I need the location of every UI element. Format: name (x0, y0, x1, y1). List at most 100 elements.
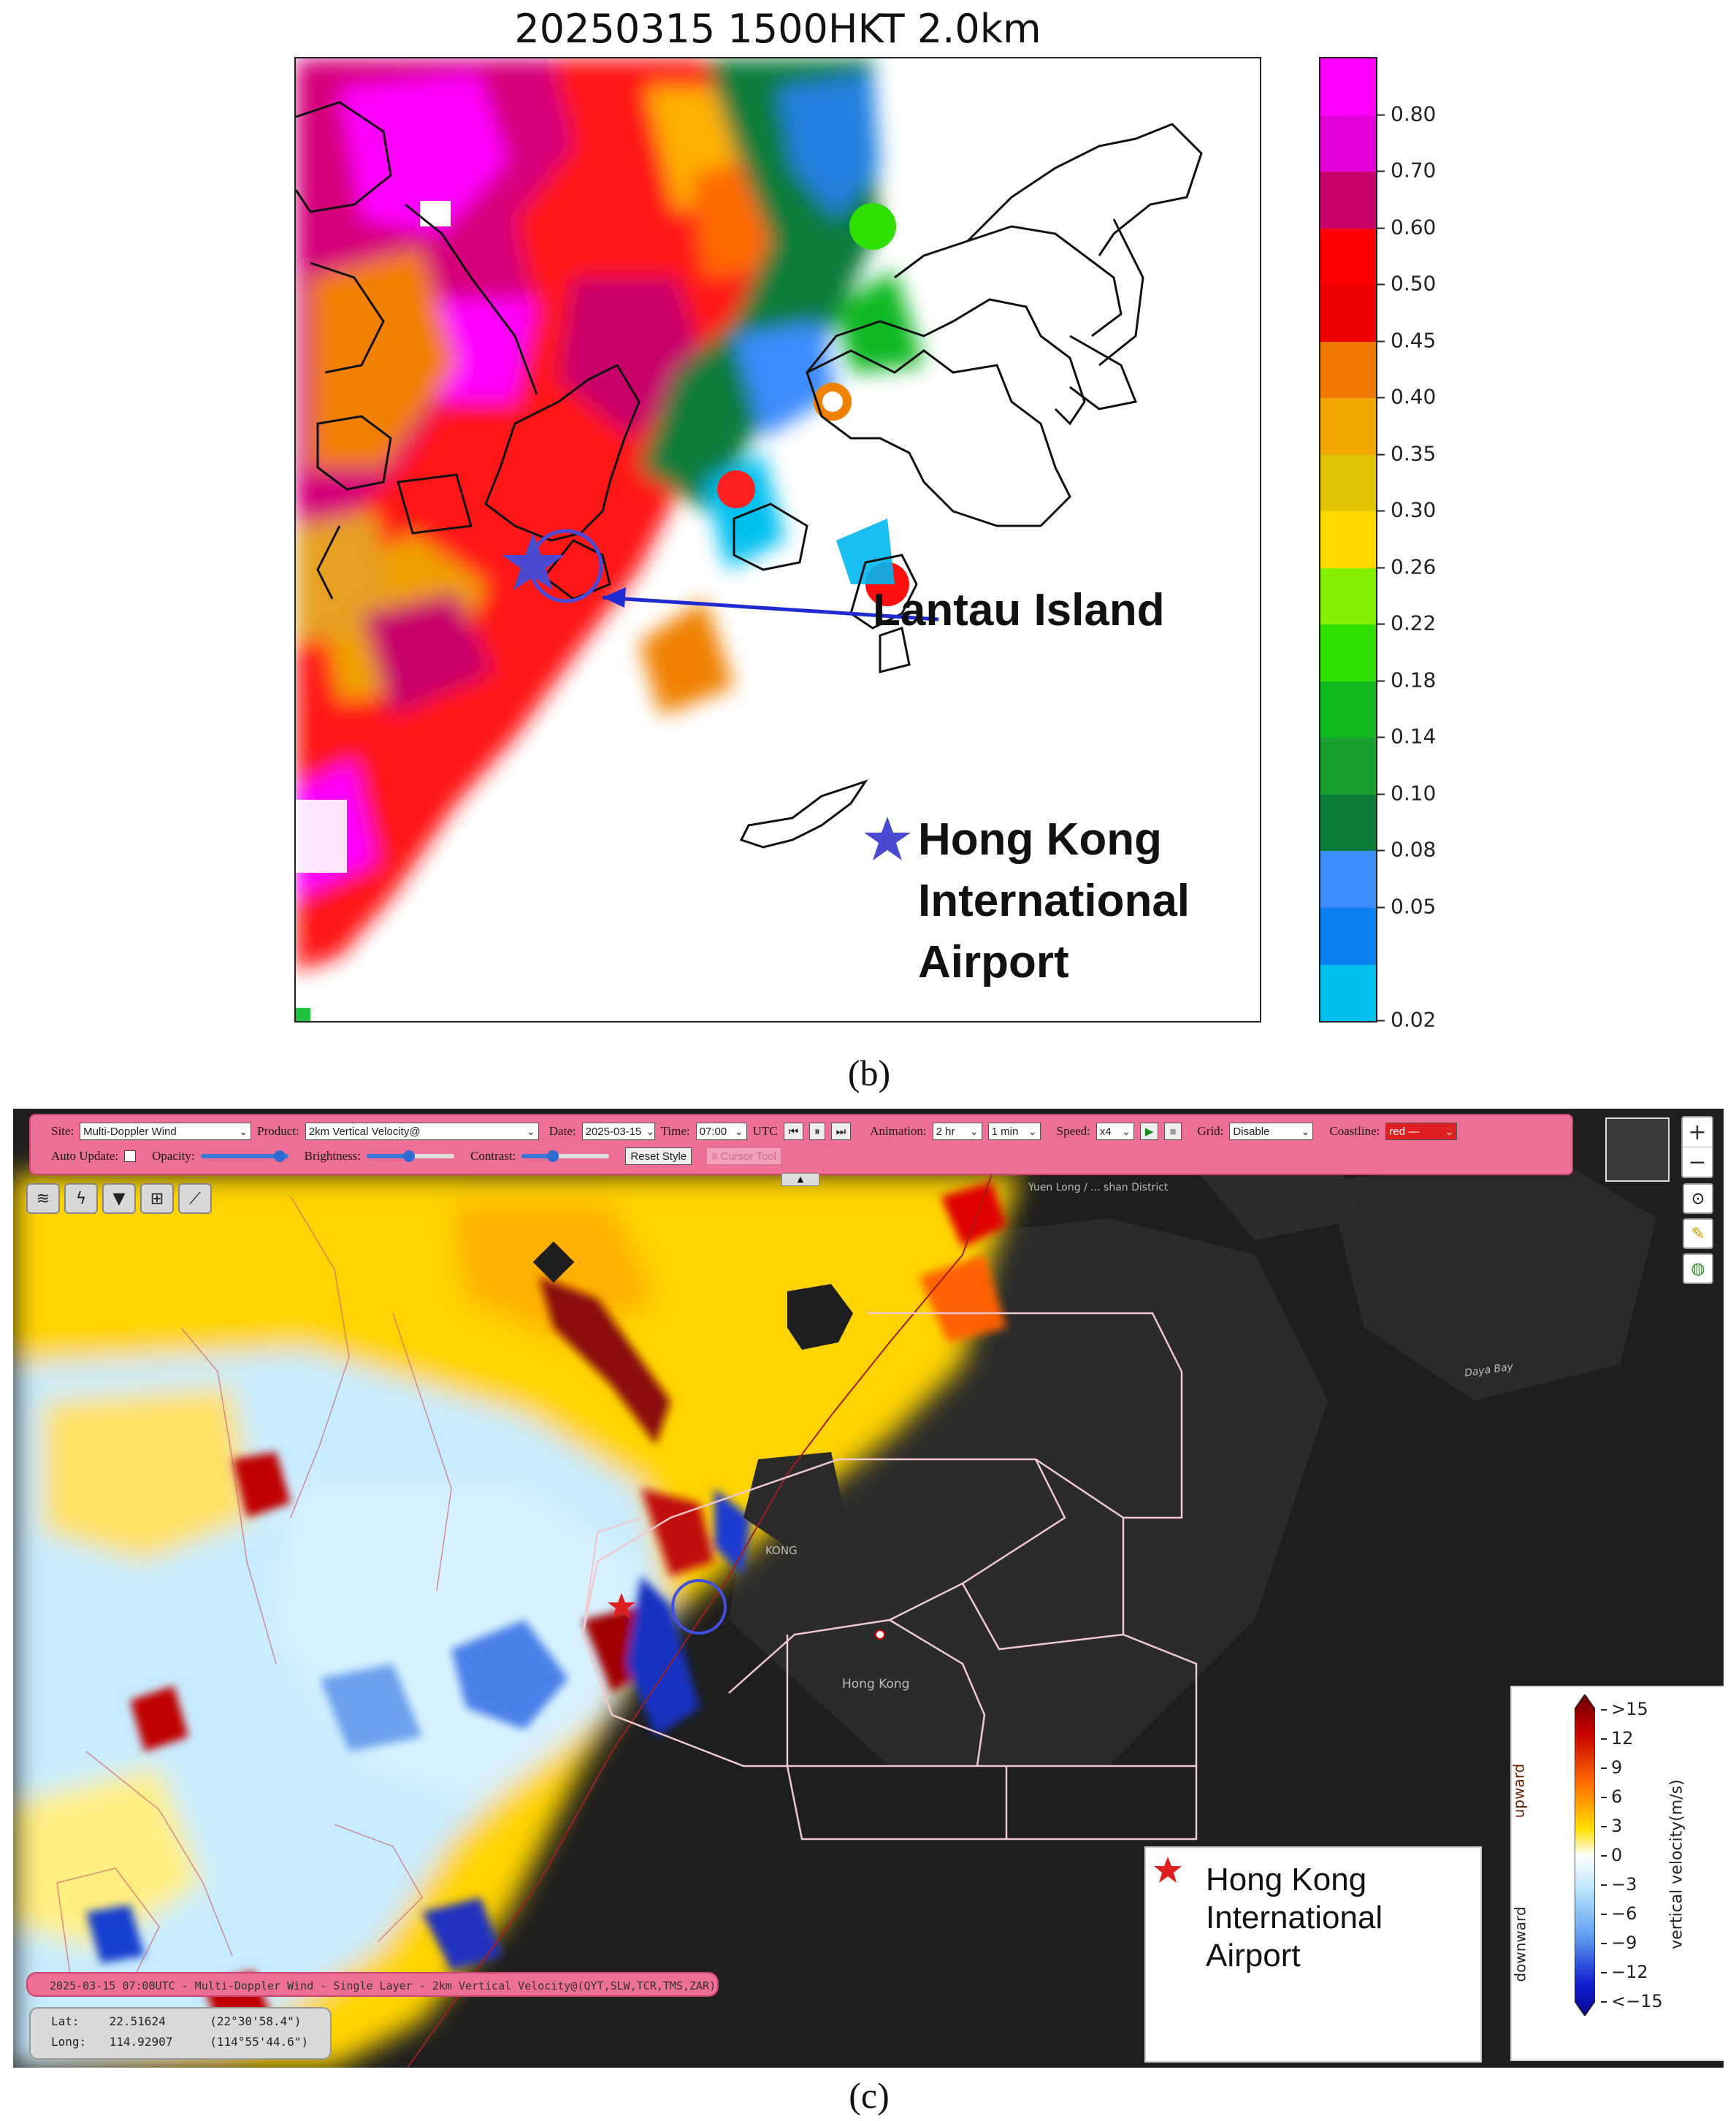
speed-label: Speed: (1056, 1124, 1090, 1138)
colorbar-tick-label: 0.22 (1377, 611, 1436, 635)
reflectivity-map (296, 58, 1203, 1021)
coastline-select[interactable]: red — (1385, 1123, 1458, 1140)
colorbar-segment (1320, 681, 1376, 738)
vertical-velocity-map[interactable] (13, 1109, 1724, 2068)
lat-value: 22.51624 (109, 2014, 166, 2028)
coastline-label: Coastline: (1329, 1124, 1380, 1138)
colorbar-tick-label: 0.05 (1377, 894, 1436, 918)
contrast-slider[interactable] (521, 1150, 610, 1162)
panel-b-label: (b) (847, 1052, 891, 1093)
line-chart-icon[interactable]: ⟋ (178, 1183, 212, 1214)
kong-label: KONG (765, 1544, 798, 1557)
panel-b: 20250315 1500HKT 2.0km (0, 0, 1736, 1096)
zoom-in-button[interactable]: + (1688, 1119, 1707, 1145)
velocity-tick-label: −12 (1601, 1962, 1648, 1982)
satellite-icon[interactable]: ✎ (1683, 1218, 1713, 1249)
animation-duration-select[interactable]: 2 hr (932, 1123, 982, 1140)
collapse-toolbar-tab[interactable]: ▲ (781, 1173, 819, 1186)
velocity-tick-label: <−15 (1601, 1991, 1663, 2011)
grid-label: Grid: (1197, 1124, 1224, 1138)
airport-label-line-3: Airport (918, 937, 1069, 987)
opacity-label: Opacity: (152, 1149, 195, 1163)
minimap[interactable] (1605, 1117, 1670, 1182)
panel-c-web-viewer: Yuen Long / ... shan District KONG Hong … (13, 1109, 1724, 2068)
colorbar-segment (1320, 907, 1376, 965)
stop-button[interactable]: ■ (1164, 1123, 1182, 1140)
time-label: Time: (660, 1124, 690, 1138)
pause-button[interactable]: ⏸ (809, 1123, 825, 1140)
long-dms: (114°55'44.6") (210, 2035, 309, 2049)
colorbar-segment (1320, 624, 1376, 681)
brightness-label: Brightness: (304, 1149, 362, 1163)
globe-icon[interactable]: ◍ (1683, 1253, 1713, 1284)
auto-update-label: Auto Update: (51, 1149, 119, 1163)
play-button[interactable]: ▶ (1139, 1123, 1159, 1140)
opacity-slider[interactable] (200, 1150, 288, 1162)
auto-update-checkbox[interactable] (124, 1150, 137, 1162)
red-star-icon (1154, 1857, 1182, 1883)
hong-kong-label: Hong Kong (842, 1677, 910, 1692)
lightning-icon[interactable]: ϟ (64, 1183, 98, 1214)
tool-icon-bar: ≋ ϟ ▼ ⊞ ⟋ (26, 1183, 212, 1214)
cursor-tool-button[interactable]: # Cursor Tool (706, 1147, 782, 1165)
animation-label: Animation: (870, 1124, 927, 1138)
locate-icon[interactable]: ⊙ (1683, 1183, 1713, 1214)
velocity-tick-label: −9 (1601, 1933, 1637, 1953)
long-value: 114.92907 (109, 2035, 173, 2049)
zoom-out-button[interactable]: − (1683, 1147, 1712, 1177)
add-layer-icon[interactable]: ⊞ (140, 1183, 174, 1214)
step-forward-button[interactable]: ⏭ (830, 1123, 852, 1140)
panel-c-label: (c) (849, 2075, 890, 2116)
reset-style-button[interactable]: Reset Style (625, 1147, 692, 1165)
colorbar-tick-label: 0.35 (1377, 441, 1436, 465)
airport-label-line-2: International (918, 876, 1190, 926)
velocity-colorbar (1575, 1694, 1595, 2016)
brightness-slider[interactable] (367, 1150, 455, 1162)
status-bar: 2025-03-15 07:00UTC - Multi-Doppler Wind… (26, 1972, 719, 1997)
colorbar-tick-label: 0.40 (1377, 385, 1436, 409)
panel-b-colorbar-ticks: 0.80 0.70 0.60 0.50 0.45 0.40 0.35 0.30 0.26 0.22… (1377, 57, 1480, 1031)
panel-b-title: 20250315 1500HKT 2.0km (514, 6, 1041, 52)
legend-line-2: International (1206, 1900, 1383, 1935)
velocity-tick-label: 3 (1601, 1816, 1622, 1836)
animation-step-select[interactable]: 1 min (987, 1123, 1041, 1140)
panel-b-colorbar (1319, 57, 1377, 1023)
airport-label-line-1: Hong Kong (918, 814, 1163, 865)
colorbar-tick-label: 0.26 (1377, 554, 1436, 578)
velocity-tick-label: −3 (1601, 1874, 1637, 1895)
contrast-label: Contrast: (470, 1149, 516, 1163)
velocity-tick-label: 9 (1601, 1757, 1622, 1778)
colorbar-tick-label: 0.02 (1377, 1008, 1436, 1032)
product-label: Product: (257, 1124, 299, 1138)
site-select[interactable]: Multi-Doppler Wind (80, 1123, 252, 1140)
velocity-colorbar-panel: >15 12 9 6 3 0 −3 −6 −9 −12 <−15 upward downward v… (1510, 1686, 1724, 2061)
grid-select[interactable]: Disable (1229, 1123, 1314, 1140)
colorbar-segment (1320, 567, 1376, 625)
velocity-tick-label: 0 (1601, 1845, 1622, 1865)
colorbar-segment (1320, 172, 1376, 229)
velocity-tick-label: 12 (1601, 1728, 1634, 1749)
site-label: Site: (51, 1124, 74, 1138)
tornado-icon[interactable]: ▼ (102, 1183, 136, 1214)
colorbar-tick-label: 0.18 (1377, 668, 1436, 692)
airport-label: Hong Kong International Airport (918, 809, 1190, 993)
long-label: Long: (51, 2035, 87, 2049)
colorbar-tick-label: 0.45 (1377, 328, 1436, 352)
colorbar-segment (1320, 115, 1376, 172)
panel-b-map: Lantau Island Hong Kong International Ai… (294, 57, 1261, 1023)
colorbar-tick-label: 0.10 (1377, 781, 1436, 805)
product-select[interactable]: 2km Vertical Velocity@ (305, 1123, 539, 1140)
colorbar-tick-label: 0.60 (1377, 215, 1436, 239)
velocity-tick-label: −6 (1601, 1903, 1637, 1924)
legend-line-1: Hong Kong (1206, 1862, 1367, 1898)
time-select[interactable]: 07:00 (695, 1123, 747, 1140)
colorbar-segment (1320, 851, 1376, 908)
date-input[interactable]: 2025-03-15 (581, 1123, 655, 1140)
date-label: Date: (548, 1124, 576, 1138)
step-back-button[interactable]: ⏮ (783, 1123, 804, 1140)
control-toolbar: Site: Multi-Doppler Wind Product: 2km Ve… (29, 1114, 1573, 1175)
layers-icon[interactable]: ≋ (26, 1183, 60, 1214)
colorbar-tick-label: 0.14 (1377, 725, 1436, 749)
cursor-coordinates: Lat: 22.51624 (22°30'58.4") Long: 114.92… (29, 2007, 332, 2060)
speed-select[interactable]: x4 (1095, 1123, 1134, 1140)
